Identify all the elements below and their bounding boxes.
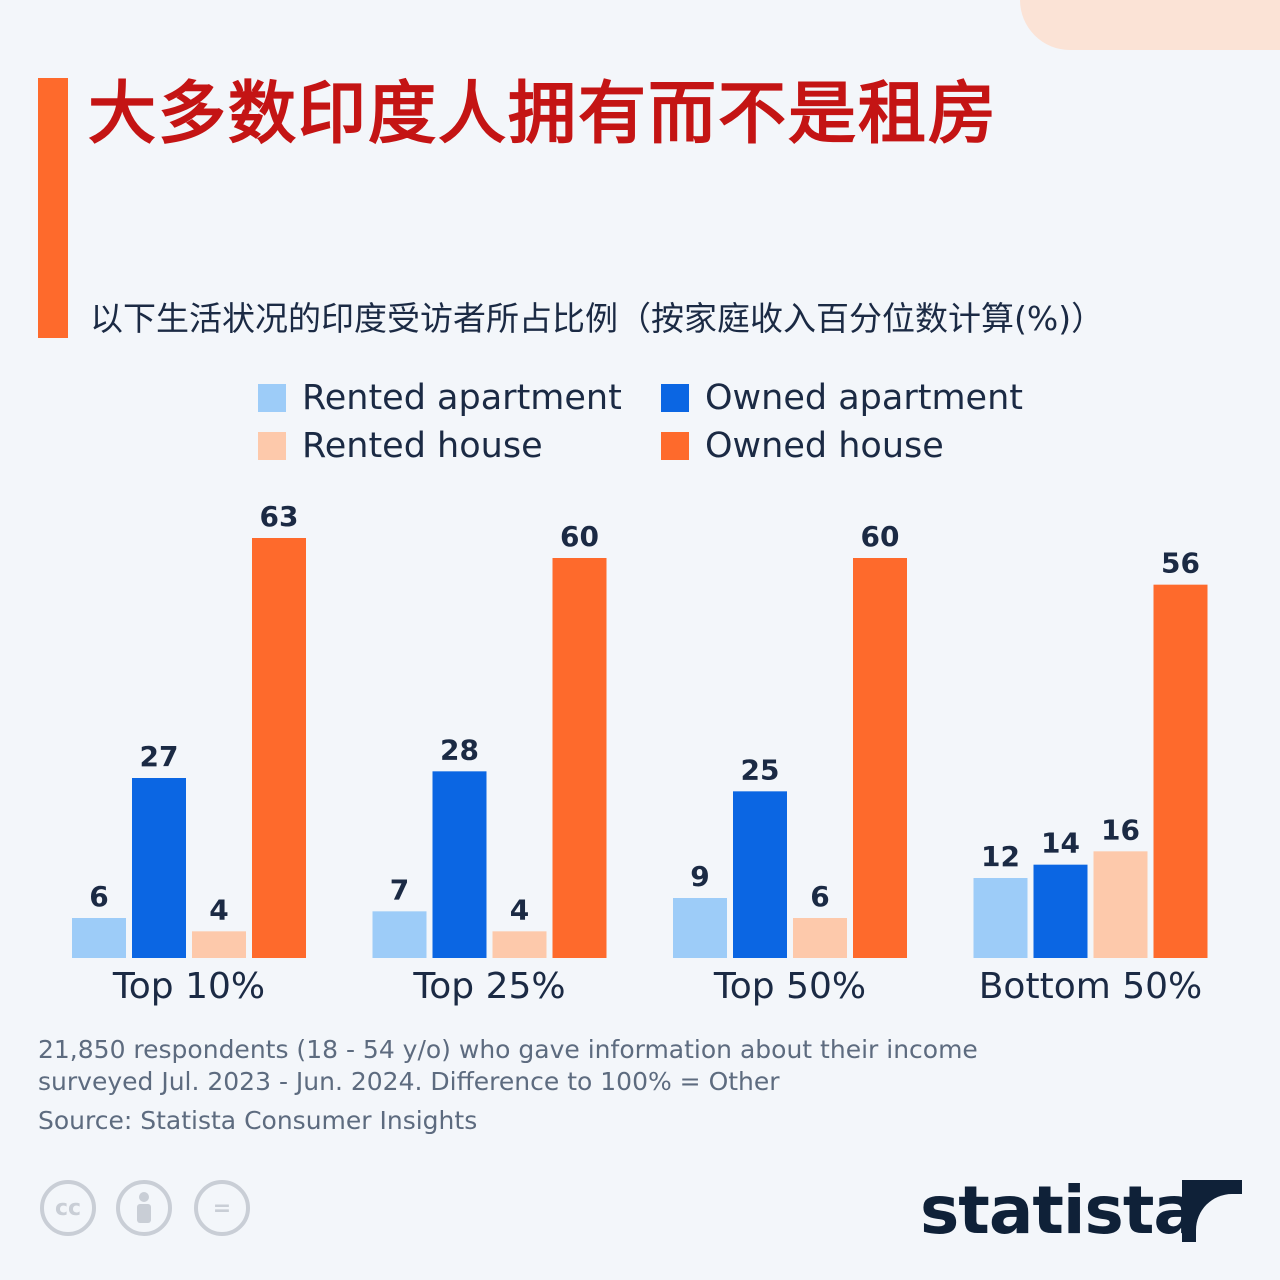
bar[interactable] bbox=[1153, 584, 1208, 958]
bar[interactable] bbox=[793, 918, 847, 958]
data-label: 27 bbox=[140, 740, 179, 773]
logo-mark-icon bbox=[1182, 1180, 1242, 1242]
chart-subtitle: 以下生活状况的印度受访者所占比例（按家庭收入百分位数计算(%)） bbox=[90, 299, 1105, 338]
legend-swatch bbox=[661, 432, 689, 460]
bar[interactable] bbox=[192, 931, 246, 958]
legend-item-owned-apartment: Owned apartment bbox=[661, 376, 1023, 420]
data-label: 7 bbox=[390, 873, 409, 906]
bar-group: 12 14 16 56 Bottom 50% bbox=[973, 547, 1208, 1007]
bar[interactable] bbox=[733, 791, 787, 958]
category-label: Top 25% bbox=[412, 966, 565, 1007]
bar-group: 7 28 4 60 Top 25% bbox=[372, 520, 607, 1007]
bar[interactable] bbox=[72, 918, 126, 958]
legend-item-rented-house: Rented house bbox=[258, 424, 543, 468]
legend-swatch bbox=[258, 432, 286, 460]
cc-icon-text: cc bbox=[54, 1195, 82, 1221]
data-label: 60 bbox=[861, 520, 900, 553]
bar[interactable] bbox=[673, 898, 727, 958]
footnote: 21,850 respondents (18 - 54 y/o) who gav… bbox=[38, 1035, 978, 1096]
nd-icon-text: = bbox=[212, 1195, 232, 1221]
data-label: 12 bbox=[981, 840, 1020, 873]
category-label: Top 10% bbox=[112, 966, 265, 1007]
bar[interactable] bbox=[372, 911, 427, 958]
chart-title: 大多数印度人拥有而不是租房 bbox=[88, 75, 999, 154]
legend-label: Rented house bbox=[302, 426, 543, 466]
accent-bar bbox=[38, 78, 68, 338]
bar[interactable] bbox=[1033, 864, 1088, 958]
category-label: Bottom 50% bbox=[979, 966, 1203, 1007]
source-note: Source: Statista Consumer Insights bbox=[38, 1106, 478, 1135]
data-label: 9 bbox=[690, 860, 709, 893]
data-label: 4 bbox=[209, 893, 228, 926]
data-label: 60 bbox=[560, 520, 599, 553]
bar-chart: 6 27 4 63 Top 10% 7 28 4 60 Top 25% 9 25 6 60 Top 50% 1… bbox=[72, 500, 1208, 1007]
data-label: 25 bbox=[741, 753, 780, 786]
legend-label: Owned apartment bbox=[705, 378, 1023, 418]
bar[interactable] bbox=[973, 878, 1028, 958]
legend-item-rented-apartment: Rented apartment bbox=[258, 376, 622, 420]
category-label: Top 50% bbox=[713, 966, 866, 1007]
bar[interactable] bbox=[132, 778, 186, 958]
legend-label: Owned house bbox=[705, 426, 944, 466]
bar[interactable] bbox=[492, 931, 547, 958]
data-label: 14 bbox=[1041, 827, 1080, 860]
statista-logo[interactable]: statista bbox=[920, 1172, 1250, 1252]
bar[interactable] bbox=[853, 558, 907, 958]
data-label: 56 bbox=[1161, 547, 1200, 580]
data-label: 4 bbox=[510, 893, 529, 926]
legend-item-owned-house: Owned house bbox=[661, 424, 944, 468]
legend: Rented apartment Owned apartment Rented … bbox=[258, 376, 1118, 476]
cc-license-icon[interactable]: cc bbox=[40, 1180, 96, 1236]
logo-wordmark: statista bbox=[920, 1172, 1198, 1249]
bar[interactable] bbox=[252, 538, 306, 958]
data-label: 16 bbox=[1101, 813, 1140, 846]
data-label: 28 bbox=[440, 733, 479, 766]
corner-decoration bbox=[1020, 0, 1280, 50]
bar-group: 9 25 6 60 Top 50% bbox=[673, 520, 907, 1007]
data-label: 6 bbox=[89, 880, 108, 913]
data-label: 63 bbox=[260, 500, 299, 533]
attribution-icon[interactable] bbox=[116, 1180, 172, 1236]
data-label: 6 bbox=[810, 880, 829, 913]
legend-swatch bbox=[661, 384, 689, 412]
bar[interactable] bbox=[1093, 851, 1148, 958]
bar[interactable] bbox=[432, 771, 487, 958]
person-icon bbox=[137, 1192, 151, 1223]
legend-swatch bbox=[258, 384, 286, 412]
bar-group: 6 27 4 63 Top 10% bbox=[72, 500, 306, 1007]
bar[interactable] bbox=[552, 558, 607, 958]
legend-label: Rented apartment bbox=[302, 378, 622, 418]
no-derivatives-icon[interactable]: = bbox=[194, 1180, 250, 1236]
